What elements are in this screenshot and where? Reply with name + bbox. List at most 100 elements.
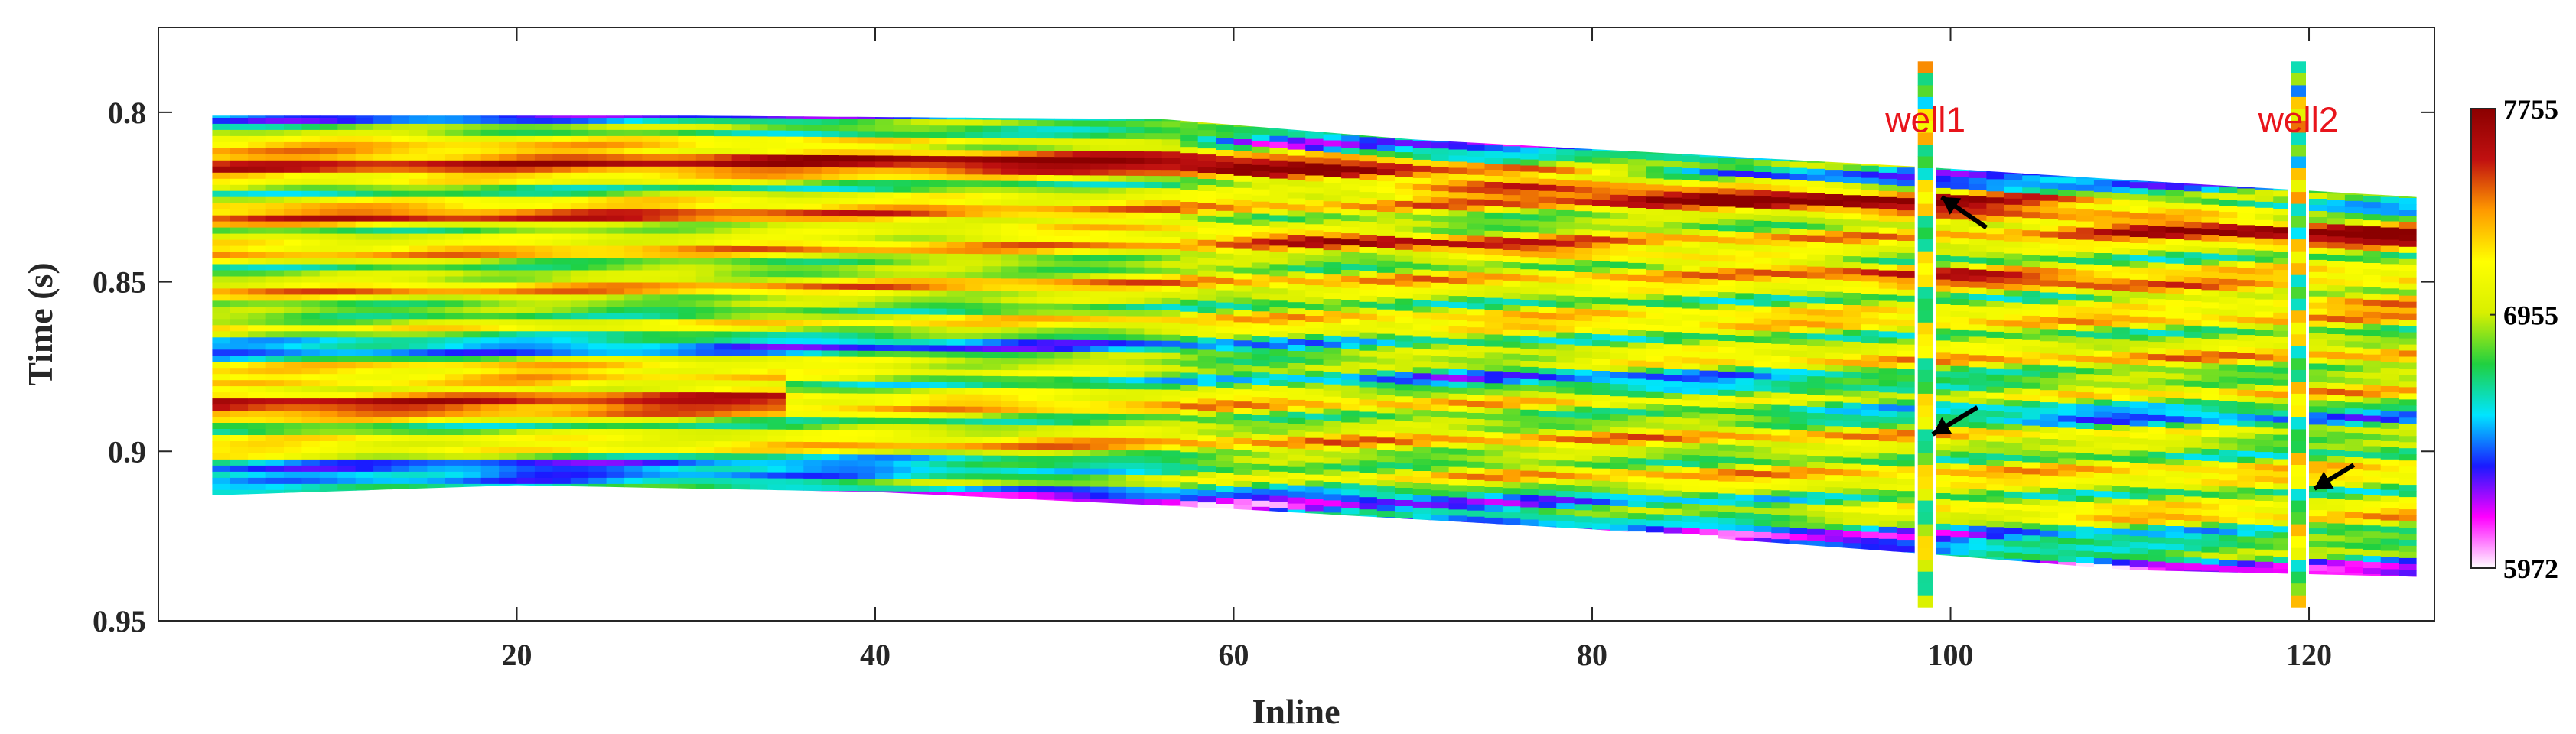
heatmap-cell (857, 198, 876, 205)
heatmap-cell (1395, 457, 1414, 464)
heatmap-cell (1538, 386, 1557, 393)
heatmap-cell (570, 429, 589, 436)
heatmap-cell (1251, 469, 1270, 477)
heatmap-cell (1251, 177, 1270, 184)
heatmap-cell (463, 447, 482, 454)
heatmap-cell (1376, 468, 1395, 475)
heatmap-cell (499, 166, 518, 174)
heatmap-cell (659, 447, 679, 454)
heatmap-cell (659, 368, 679, 375)
heatmap-cell (1359, 436, 1378, 443)
heatmap-cell (1431, 222, 1450, 229)
heatmap-cell (1412, 422, 1431, 429)
heatmap-cell (803, 369, 822, 375)
heatmap-cell (1108, 468, 1127, 476)
heatmap-cell (624, 276, 643, 284)
heatmap-cell (1412, 269, 1431, 277)
heatmap-cell (624, 258, 643, 265)
heatmap-cell (946, 235, 966, 242)
heatmap-cell (284, 349, 302, 356)
heatmap-cell (678, 313, 697, 320)
heatmap-cell (642, 141, 661, 149)
heatmap-cell (212, 356, 231, 362)
heatmap-cell (373, 398, 392, 405)
heatmap-cell (982, 223, 1001, 230)
heatmap-cell (301, 429, 321, 436)
heatmap-cell (1072, 327, 1091, 335)
heatmap-cell (534, 392, 553, 399)
heatmap-cell (1538, 417, 1557, 424)
heatmap-cell (731, 288, 751, 296)
heatmap-cell (1161, 328, 1181, 336)
heatmap-cell (678, 349, 697, 356)
heatmap-cell (1251, 219, 1270, 227)
heatmap-cell (480, 270, 500, 278)
heatmap-cell (1144, 481, 1163, 488)
heatmap-cell (714, 115, 733, 119)
heatmap-cell (1376, 413, 1395, 420)
heatmap-cell (1161, 213, 1181, 219)
heatmap-cell (803, 478, 822, 486)
heatmap-cell (1269, 392, 1288, 399)
heatmap-cell (445, 429, 464, 436)
heatmap-cell (857, 344, 876, 352)
heatmap-cell (910, 424, 930, 431)
heatmap-cell (606, 471, 625, 479)
heatmap-cell (1269, 404, 1288, 411)
heatmap-cell (642, 160, 661, 167)
heatmap-cell (1072, 236, 1091, 243)
heatmap-cell (750, 429, 768, 437)
heatmap-cell (1412, 245, 1431, 252)
heatmap-cell (552, 141, 572, 149)
heatmap-cell (1090, 285, 1109, 292)
heatmap-cell (248, 380, 267, 387)
heatmap-cell (642, 429, 661, 436)
heatmap-cell (1448, 387, 1467, 395)
heatmap-cell (1484, 377, 1503, 384)
heatmap-cell (750, 228, 768, 235)
heatmap-cell (337, 252, 357, 259)
heatmap-cell (803, 142, 822, 150)
heatmap-cell (1341, 184, 1360, 191)
heatmap-cell (1448, 296, 1467, 303)
heatmap-cell (212, 203, 231, 210)
heatmap-cell (480, 258, 500, 265)
heatmap-cell (1287, 284, 1306, 291)
heatmap-cell (1431, 356, 1450, 363)
heatmap-cell (624, 245, 643, 253)
heatmap-cell (893, 204, 912, 212)
heatmap-cell (1269, 440, 1288, 448)
heatmap-cell (588, 172, 607, 180)
heatmap-cell (319, 190, 338, 198)
heatmap-cell (230, 196, 249, 204)
heatmap-cell (946, 308, 966, 316)
heatmap-cell (875, 167, 894, 175)
heatmap-cell (1359, 326, 1378, 333)
heatmap-cell (1484, 316, 1503, 323)
heatmap-cell (1305, 169, 1324, 177)
heatmap-cell (1287, 491, 1306, 499)
heatmap-cell (785, 295, 804, 302)
heatmap-cell (1395, 378, 1414, 385)
heatmap-cell (1341, 379, 1360, 387)
heatmap-cell (534, 368, 553, 375)
heatmap-cell (1036, 223, 1055, 231)
heatmap-cell (1233, 193, 1252, 201)
heatmap-cell (659, 123, 679, 131)
heatmap-cell (355, 178, 374, 186)
heatmap-cell (982, 284, 1001, 291)
heatmap-cell (1072, 255, 1091, 261)
heatmap-cell (212, 154, 231, 161)
heatmap-cell (695, 154, 715, 161)
heatmap-cell (552, 258, 572, 265)
heatmap-cell (839, 295, 858, 303)
heatmap-cell (1251, 421, 1270, 428)
heatmap-cell (319, 477, 338, 485)
heatmap-cell (1090, 376, 1109, 384)
heatmap-cell (1305, 297, 1324, 304)
heatmap-cell (1412, 507, 1431, 515)
heatmap-cell (499, 337, 518, 344)
heatmap-cell (642, 184, 661, 192)
heatmap-cell (319, 417, 338, 424)
heatmap-cell (624, 453, 643, 460)
